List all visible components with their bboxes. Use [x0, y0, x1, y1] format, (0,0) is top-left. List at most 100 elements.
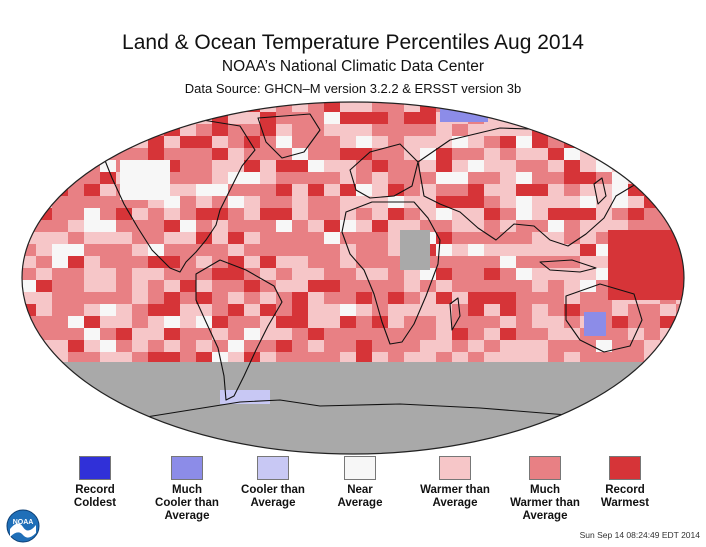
anomaly-cell	[452, 280, 468, 292]
anomaly-cell	[612, 316, 628, 328]
anomaly-cell	[324, 208, 340, 220]
anomaly-cell	[68, 352, 84, 364]
anomaly-cell	[52, 124, 68, 136]
anomaly-cell	[36, 316, 52, 328]
north-america-coast	[103, 117, 256, 273]
anomaly-cell	[308, 304, 324, 316]
anomaly-cell	[212, 304, 228, 316]
anomaly-cell	[84, 256, 100, 268]
anomaly-cell	[180, 340, 196, 352]
anomaly-cell	[148, 220, 164, 232]
legend-label: Record Warmest	[600, 484, 650, 509]
anomaly-cell	[132, 220, 148, 232]
anomaly-cell	[132, 232, 148, 244]
anomaly-cell	[500, 352, 516, 364]
anomaly-cell	[372, 124, 388, 136]
anomaly-cell	[244, 244, 260, 256]
anomaly-cell	[468, 208, 484, 220]
anomaly-cell	[420, 316, 436, 328]
anomaly-cell	[292, 268, 308, 280]
anomaly-cell	[564, 244, 580, 256]
anomaly-cell	[276, 220, 292, 232]
anomaly-cell	[404, 208, 420, 220]
anomaly-cell	[212, 268, 228, 280]
anomaly-cell	[292, 352, 308, 364]
anomaly-cell	[196, 268, 212, 280]
anomaly-cell	[148, 232, 164, 244]
anomaly-cell	[68, 136, 84, 148]
anomaly-cell	[340, 196, 356, 208]
anomaly-cell	[436, 184, 452, 196]
anomaly-cell	[628, 184, 644, 196]
anomaly-cell	[308, 352, 324, 364]
anomaly-cell	[148, 304, 164, 316]
anomaly-cell	[580, 232, 596, 244]
anomaly-cell	[68, 328, 84, 340]
anomaly-cell	[132, 316, 148, 328]
anomaly-cell	[132, 244, 148, 256]
anomaly-cell	[420, 352, 436, 364]
anomaly-cell	[356, 292, 372, 304]
anomaly-cell	[244, 280, 260, 292]
anomaly-cell	[564, 208, 580, 220]
anomaly-cell	[516, 304, 532, 316]
anomaly-cell	[212, 160, 228, 172]
anomaly-cell	[484, 328, 500, 340]
anomaly-cell	[164, 280, 180, 292]
anomaly-cell	[116, 352, 132, 364]
legend-label: Near Average	[337, 484, 383, 509]
anomaly-cell	[52, 292, 68, 304]
anomaly-cell	[500, 268, 516, 280]
anomaly-cell	[212, 232, 228, 244]
anomaly-cell	[548, 352, 564, 364]
legend-item-cooler: Cooler than Average	[225, 456, 321, 510]
anomaly-cell	[100, 316, 116, 328]
anomaly-cell	[676, 328, 684, 340]
anomaly-cell	[436, 148, 452, 160]
anomaly-cell	[100, 148, 116, 160]
anomaly-cell	[36, 292, 52, 304]
anomaly-cell	[420, 124, 436, 136]
anomaly-cell	[644, 376, 660, 388]
anomaly-cell	[644, 148, 660, 160]
anomaly-cell	[628, 304, 644, 316]
anomaly-cell	[356, 352, 372, 364]
anomaly-cell	[516, 268, 532, 280]
anomaly-cell	[468, 244, 484, 256]
anomaly-cell	[356, 280, 372, 292]
anomaly-cell	[36, 172, 52, 184]
anomaly-cell	[516, 102, 532, 112]
anomaly-cell	[484, 136, 500, 148]
anomaly-cell	[676, 316, 684, 328]
anomaly-cell	[100, 208, 116, 220]
anomaly-cell	[36, 112, 52, 124]
anomaly-cell	[292, 196, 308, 208]
anomaly-cell	[276, 172, 292, 184]
anomaly-cell	[180, 196, 196, 208]
anomaly-cell	[452, 184, 468, 196]
anomaly-cell	[196, 220, 212, 232]
anomaly-cell	[52, 316, 68, 328]
anomaly-cell	[100, 304, 116, 316]
anomaly-cell	[676, 364, 684, 376]
anomaly-cell	[676, 160, 684, 172]
anomaly-cell	[308, 208, 324, 220]
anomaly-cell	[68, 102, 84, 112]
anomaly-cell	[36, 220, 52, 232]
anomaly-cell	[484, 292, 500, 304]
anomaly-cell	[340, 102, 356, 112]
anomaly-cell	[484, 220, 500, 232]
anomaly-cell	[52, 160, 68, 172]
anomaly-cell	[260, 136, 276, 148]
svg-text:NOAA: NOAA	[13, 519, 34, 526]
anomaly-cell	[532, 340, 548, 352]
anomaly-cell	[468, 196, 484, 208]
anomaly-cell	[500, 304, 516, 316]
anomaly-cell	[580, 280, 596, 292]
anomaly-cell	[372, 352, 388, 364]
anomaly-cell	[36, 376, 52, 388]
anomaly-cell	[308, 268, 324, 280]
anomaly-cell	[420, 220, 436, 232]
anomaly-cell	[404, 328, 420, 340]
anomaly-cell	[532, 268, 548, 280]
